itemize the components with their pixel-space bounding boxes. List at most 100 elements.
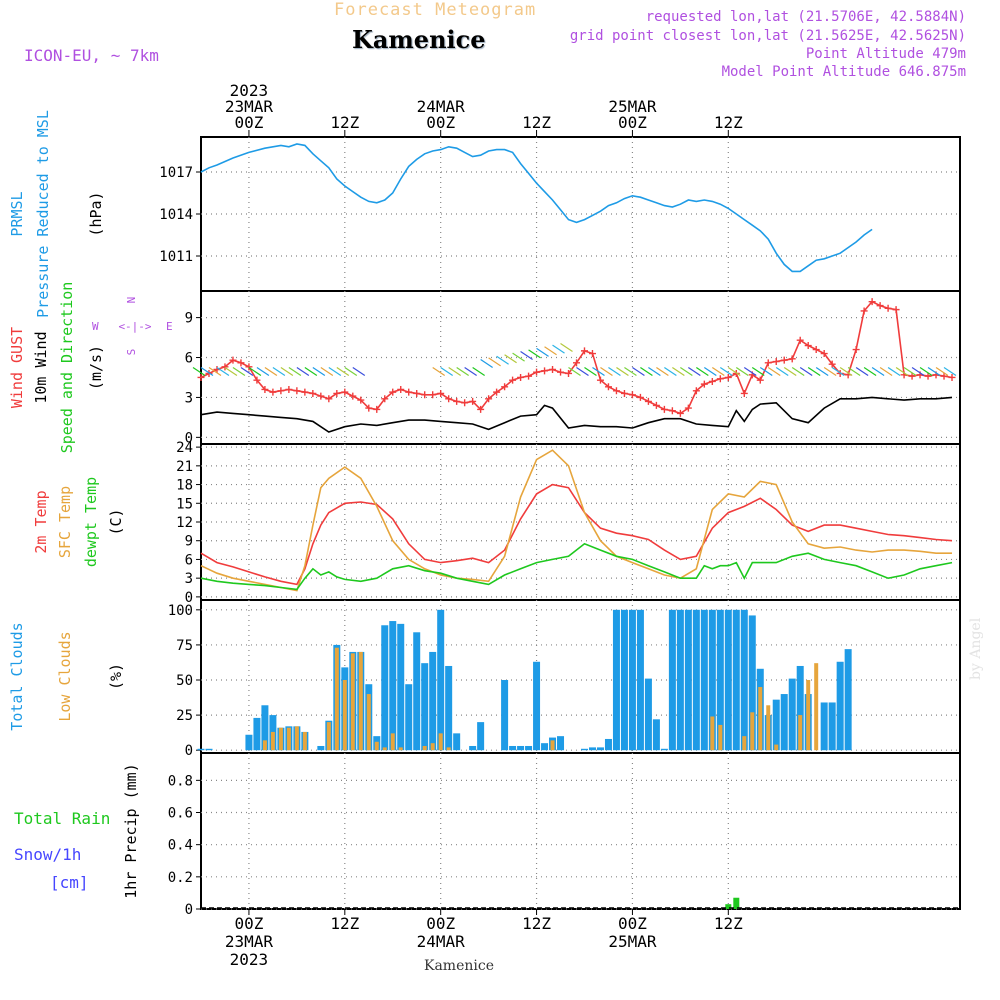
wind-arrow (935, 366, 949, 376)
top-time-label: 12Z (522, 113, 551, 132)
gust-marker (780, 356, 788, 364)
gust-marker (525, 372, 533, 380)
y-tick-label: 0.4 (168, 838, 193, 854)
gust-marker (309, 389, 317, 397)
bottom-time-label: 12Z (714, 914, 743, 933)
bottom-time-label: 2023 (230, 950, 269, 969)
gust-marker (509, 376, 517, 384)
gust-marker (700, 380, 708, 388)
model-label: ICON-EU, ~ 7km (24, 46, 159, 65)
wind-arrow (648, 366, 661, 376)
gust-marker (948, 373, 956, 381)
point-altitude: Point Altitude 479m (805, 46, 966, 62)
wind-arrow (288, 366, 302, 376)
bar (245, 734, 253, 751)
bar (766, 705, 771, 751)
bar (469, 745, 477, 751)
bar (700, 609, 708, 751)
wind-arrow (592, 366, 605, 376)
gust-marker (724, 373, 732, 381)
y-tick-label: 75 (176, 638, 193, 654)
wind-arrow (672, 366, 685, 376)
panel-label: Total Clouds (8, 622, 26, 730)
compass-s: S (125, 349, 138, 356)
bar (660, 748, 668, 751)
y-tick-label: 3 (185, 571, 193, 587)
gust-marker (876, 302, 884, 310)
gust-marker (884, 304, 892, 312)
y-tick-label: 0 (185, 430, 193, 446)
wind-arrow (536, 347, 549, 357)
panel-label: Pressure Reduced to MSL (34, 110, 52, 318)
y-tick-label: 0.6 (168, 806, 193, 822)
bar (733, 897, 740, 909)
y-tick-label: 0 (185, 590, 193, 606)
panel-label: [cm] (50, 873, 89, 892)
location-title: Kamenice (352, 25, 486, 54)
gust-marker (628, 391, 636, 399)
panel-wind: 0 3 6 9 (185, 290, 961, 446)
wind-arrow (751, 366, 765, 376)
gust-marker (868, 298, 876, 306)
gust-marker (237, 359, 245, 367)
bar (710, 716, 715, 751)
gust-marker (740, 389, 748, 397)
bar (382, 747, 387, 751)
wind-arrow (200, 366, 214, 376)
bar (806, 680, 811, 751)
wind-arrow (903, 366, 917, 376)
y-tick-label: 50 (176, 673, 193, 689)
bottom-time-label: 23MAR (225, 932, 274, 951)
gust-marker (333, 389, 341, 397)
wind-arrow (927, 366, 941, 376)
gust-marker (349, 392, 357, 400)
gust-marker (373, 405, 381, 413)
bar (294, 726, 299, 751)
gust-marker (253, 376, 261, 384)
bar (445, 665, 453, 751)
y-tick-label: 6 (185, 552, 193, 568)
panel-label: Speed and Direction (58, 282, 76, 454)
wind-arrow (815, 366, 829, 376)
bar (501, 680, 509, 751)
bar (596, 747, 604, 751)
wind-arrow (464, 366, 477, 376)
wind-arrow (680, 366, 693, 376)
bar (780, 694, 788, 751)
top-time-label: 24MAR (417, 97, 466, 116)
bar (302, 731, 307, 751)
gust-marker (357, 396, 365, 404)
y-tick-label: 21 (176, 459, 193, 475)
gust-marker (437, 389, 445, 397)
wind-arrow (496, 355, 509, 365)
wind-arrow (312, 366, 326, 376)
wind-arrow (192, 366, 206, 376)
bar (317, 745, 325, 751)
series-2m-temp (200, 483, 953, 586)
wind-arrow (624, 366, 637, 376)
bar (421, 663, 429, 751)
bar (453, 733, 461, 751)
bottom-time-label: 25MAR (608, 932, 657, 951)
wind-arrow (791, 366, 805, 376)
wind-arrow (743, 366, 757, 376)
y-tick-label: 6 (185, 351, 193, 367)
gust-marker (541, 367, 549, 375)
top-time-label: 00Z (234, 113, 263, 132)
bar (429, 651, 437, 751)
gust-marker (445, 395, 453, 403)
gust-marker (892, 306, 900, 314)
panel-frame (200, 752, 961, 910)
top-time-label: 25MAR (608, 97, 657, 116)
gust-marker (676, 409, 684, 417)
bar (612, 609, 620, 751)
bar (668, 609, 676, 751)
wind-arrow (735, 366, 749, 376)
gust-marker (341, 388, 349, 396)
wind-arrow (296, 366, 310, 376)
series-dewpt-temp (200, 542, 953, 591)
bar (342, 680, 347, 751)
y-tick-label: 0 (185, 743, 193, 759)
y-tick-label: 24 (176, 440, 193, 456)
